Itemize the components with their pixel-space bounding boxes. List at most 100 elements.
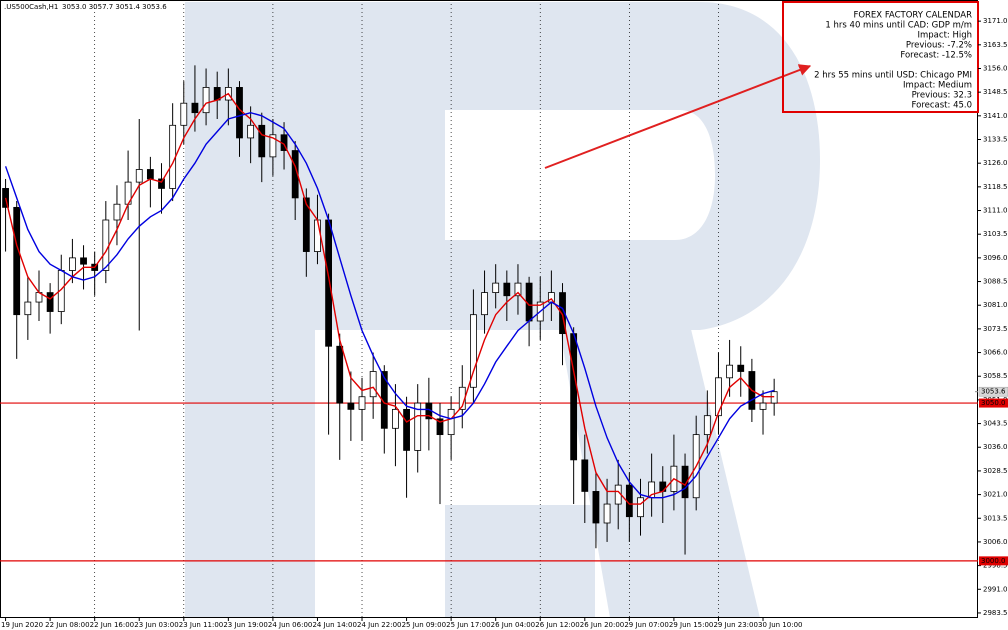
y-tick-label: 3141.0: [983, 112, 1008, 120]
y-tick-label: 3013.5: [983, 514, 1008, 522]
candle-body: [69, 257, 76, 271]
candle-body: [559, 292, 566, 335]
x-tick-label: 25 Jun 09:00: [402, 621, 446, 629]
candle-body: [592, 491, 600, 524]
y-tick-label: 3096.0: [983, 254, 1008, 262]
candle-body: [325, 219, 332, 347]
plot-frame: [0, 0, 978, 618]
x-tick-label: 29 Jun 23:00: [713, 621, 757, 629]
candle-body: [392, 408, 399, 429]
candle-body: [570, 333, 578, 461]
calendar-note: Previous: 32.3: [912, 91, 972, 101]
x-tick-label: 30 Jun 10:00: [758, 621, 802, 629]
candle-body: [637, 497, 644, 518]
candle-body: [135, 169, 143, 183]
moving-average: [4, 92, 775, 505]
candle-body: [436, 418, 444, 436]
x-tick-label: 24 Jun 22:00: [357, 621, 401, 629]
candle-body: [180, 102, 188, 126]
x-tick-label: 24 Jun 06:00: [268, 621, 312, 629]
watermark: [185, 2, 820, 618]
candle-body: [581, 459, 589, 492]
level-label: 3050.0: [981, 399, 1006, 407]
candle-body: [236, 87, 243, 139]
calendar-note: Impact: High: [918, 31, 973, 41]
candle-body: [80, 257, 87, 265]
candle-body: [269, 134, 277, 158]
y-tick-label: 3126.0: [983, 159, 1008, 167]
y-tick-label: 2998.5: [983, 562, 1008, 570]
y-tick-label: 3021.0: [983, 491, 1008, 499]
candle-body: [358, 396, 366, 410]
candle-body: [737, 364, 745, 372]
candle-body: [369, 371, 377, 398]
y-tick-label: 3111.0: [983, 207, 1008, 215]
calendar-box: [782, 1, 979, 113]
candle-body: [46, 292, 54, 312]
x-tick-label: 24 Jun 14:00: [312, 621, 356, 629]
candle-body: [447, 408, 455, 436]
y-tick-label: 3171.0: [983, 17, 1008, 25]
candle-body: [726, 364, 734, 379]
y-tick-label: 3156.0: [983, 64, 1008, 72]
calendar-note: Forecast: 45.0: [912, 101, 972, 111]
candle-body: [302, 197, 310, 252]
candle-body: [759, 402, 767, 410]
candle-body: [492, 282, 500, 293]
candle-body: [715, 377, 722, 417]
calendar-note: 2 hrs 55 mins until USD: Chicago PMI: [814, 71, 972, 81]
calendar-note: Impact: Medium: [903, 81, 972, 91]
candle-body: [314, 219, 321, 252]
x-tick-label: 22 Jun 08:00: [45, 621, 89, 629]
level-label: 3000.0: [981, 557, 1006, 565]
candle-body: [681, 465, 689, 499]
candle-body: [347, 402, 355, 410]
calendar-note: 1 hrs 40 mins until CAD: GDP m/m: [825, 21, 972, 31]
x-tick-label: 23 Jun 19:00: [223, 621, 267, 629]
y-tick-label: 3088.5: [983, 278, 1008, 286]
candle-body: [470, 314, 477, 388]
x-tick-label: 22 Jun 16:00: [90, 621, 134, 629]
candle-body: [603, 503, 611, 524]
y-tick-label: 3036.0: [983, 443, 1008, 451]
last-price-label: 3053.6: [981, 388, 1006, 396]
candle-body: [414, 402, 422, 451]
candle-body: [2, 188, 9, 208]
x-tick-label: 25 Jun 17:00: [446, 621, 490, 629]
y-tick-label: 3133.5: [983, 136, 1008, 144]
symbol: .US500Cash,H1: [4, 3, 58, 11]
candle-body: [13, 206, 21, 316]
candle-body: [102, 219, 110, 271]
x-tick-label: 26 Jun 12:00: [535, 621, 579, 629]
x-tick-label: 26 Jun 04:00: [491, 621, 535, 629]
y-tick-label: 3058.5: [983, 372, 1008, 380]
y-tick-label: 3043.5: [983, 420, 1008, 428]
y-tick-label: 3066.0: [983, 349, 1008, 357]
y-tick-label: 2983.5: [983, 609, 1008, 617]
candle-body: [703, 415, 711, 436]
y-tick-label: 3028.5: [983, 467, 1008, 475]
level-tag: [979, 398, 1008, 408]
calendar-note: Forecast: -12.5%: [900, 51, 972, 61]
moving-average: [4, 111, 775, 499]
calendar-note: FOREX FACTORY CALENDAR: [853, 11, 972, 21]
x-tick-label: 23 Jun 11:00: [179, 621, 223, 629]
y-tick-label: 3073.5: [983, 325, 1008, 333]
y-tick-label: 3148.5: [983, 88, 1008, 96]
candle-body: [158, 178, 165, 189]
arrow: [544, 64, 812, 169]
last-price-tag: [978, 386, 1008, 397]
candle-body: [113, 203, 121, 221]
candle-body: [336, 345, 344, 404]
candle-body: [514, 282, 522, 297]
candle-body: [191, 102, 199, 114]
candle-body: [481, 292, 488, 316]
x-tick-label: 26 Jun 20:00: [580, 621, 624, 629]
candle-body: [258, 124, 266, 158]
y-tick-label: 3163.5: [983, 41, 1008, 49]
level-tag: [979, 556, 1008, 566]
candle-body: [247, 124, 255, 139]
y-tick-label: 3081.0: [983, 301, 1008, 309]
ohlc-label: 3053.0 3057.7 3051.4 3053.6: [62, 3, 167, 11]
